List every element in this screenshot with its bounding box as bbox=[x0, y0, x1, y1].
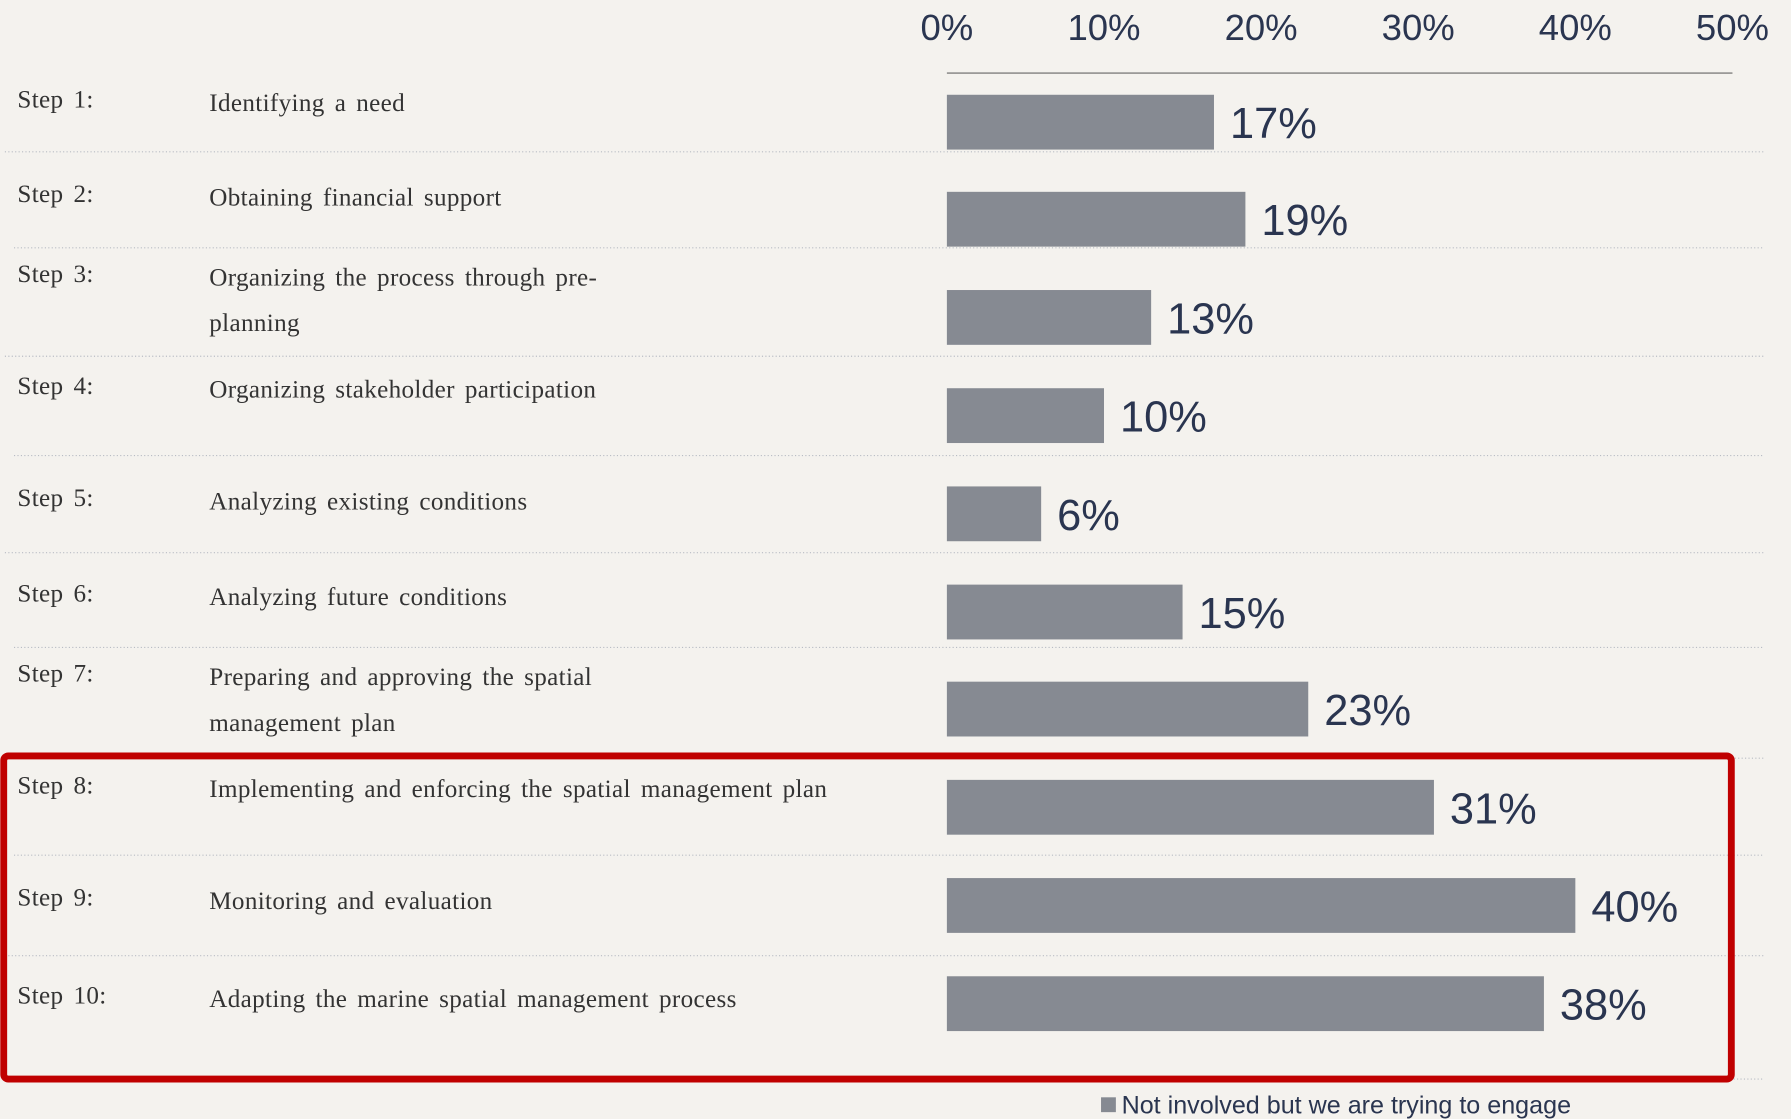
step-description: Organizing the process through pre-plann… bbox=[209, 262, 598, 337]
bar bbox=[946, 290, 1152, 345]
value-label: 6% bbox=[1057, 492, 1120, 540]
x-tick-label: 20% bbox=[1225, 7, 1298, 48]
step-description-box: Obtaining financial support bbox=[209, 182, 502, 212]
step-description-box: Organizing the process through pre-plann… bbox=[209, 262, 598, 337]
step-description-box: Preparing and approving the spatial mana… bbox=[209, 662, 593, 737]
value-label: 38% bbox=[1560, 982, 1647, 1030]
bar bbox=[946, 878, 1576, 933]
step-label: Step 6: bbox=[17, 581, 93, 608]
bar bbox=[946, 681, 1309, 737]
bar bbox=[946, 388, 1104, 444]
bar bbox=[946, 486, 1042, 542]
step-description: Organizing stakeholder participation bbox=[209, 374, 597, 404]
step-description: Analyzing existing conditions bbox=[209, 486, 528, 515]
step-label: Step 3: bbox=[17, 261, 93, 288]
value-label: 23% bbox=[1324, 687, 1411, 735]
bar bbox=[946, 779, 1434, 835]
step-label: Step 7: bbox=[17, 661, 93, 688]
bar bbox=[946, 94, 1214, 150]
value-label: 13% bbox=[1167, 295, 1254, 343]
step-description-box: Organizing stakeholder participation bbox=[209, 374, 597, 404]
x-tick-label: 10% bbox=[1067, 7, 1140, 48]
value-label: 19% bbox=[1261, 197, 1348, 245]
legend-label: Not involved but we are trying to engage bbox=[1122, 1091, 1571, 1119]
step-description-box: Monitoring and evaluation bbox=[209, 886, 493, 915]
bar bbox=[946, 584, 1183, 640]
step-description: Identifying a need bbox=[209, 87, 406, 117]
step-description: Implementing and enforcing the spatial m… bbox=[209, 774, 828, 803]
step-label: Step 8: bbox=[17, 773, 93, 800]
step-description: Preparing and approving the spatial mana… bbox=[209, 662, 593, 737]
highlight-box bbox=[0, 752, 1735, 1083]
step-description-box: Identifying a need bbox=[209, 87, 406, 117]
step-description: Monitoring and evaluation bbox=[209, 886, 493, 915]
x-tick-label: 50% bbox=[1696, 7, 1769, 48]
value-label: 40% bbox=[1591, 883, 1678, 931]
step-description-box: Analyzing existing conditions bbox=[209, 486, 528, 515]
step-description-box: Analyzing future conditions bbox=[209, 582, 508, 611]
step-description: Obtaining financial support bbox=[209, 182, 502, 212]
step-label: Step 2: bbox=[17, 181, 93, 208]
value-label: 10% bbox=[1120, 394, 1207, 442]
step-description: Analyzing future conditions bbox=[209, 582, 508, 611]
bar bbox=[946, 976, 1544, 1032]
step-label: Step 10: bbox=[17, 983, 106, 1010]
step-description-box: Implementing and enforcing the spatial m… bbox=[209, 774, 828, 803]
value-label: 31% bbox=[1450, 785, 1537, 833]
step-label: Step 1: bbox=[17, 86, 93, 113]
bar bbox=[946, 191, 1246, 247]
step-description-box: Adapting the marine spatial management p… bbox=[209, 984, 737, 1013]
step-label: Step 5: bbox=[17, 485, 93, 512]
step-label: Step 4: bbox=[17, 373, 93, 400]
x-tick-label: 30% bbox=[1382, 7, 1455, 48]
x-tick-label: 40% bbox=[1539, 7, 1612, 48]
value-label: 15% bbox=[1199, 590, 1286, 638]
legend-swatch bbox=[1101, 1097, 1116, 1113]
value-label: 17% bbox=[1230, 100, 1317, 148]
step-description: Adapting the marine spatial management p… bbox=[209, 984, 737, 1013]
step-label: Step 9: bbox=[17, 884, 93, 911]
x-tick-label: 0% bbox=[920, 7, 973, 48]
